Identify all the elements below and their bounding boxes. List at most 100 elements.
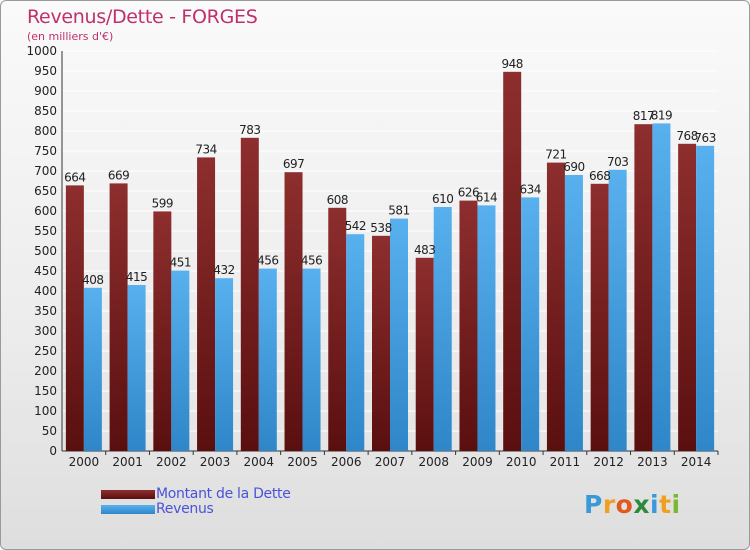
x-tick-label: 2009: [462, 455, 493, 469]
y-tick-label: 850: [34, 104, 57, 118]
x-tick-labels: 2000 2001 2002 2003 2004 2005 2006 2007 2008 2009…: [69, 451, 719, 469]
data-labels: 664 408 669 415 599 451 734 432 783 456 697 456 608 5…: [64, 57, 716, 287]
bar-revenus: [346, 234, 365, 451]
y-tick-label: 50: [42, 424, 57, 438]
logo-letter: i: [671, 490, 681, 519]
y-tick-labels: 0 50 100 150 200 250 300 350 400 450 500 550 600 650 7…: [26, 44, 57, 458]
data-label: 768: [676, 129, 697, 143]
data-label: 783: [239, 123, 260, 137]
bar-dette: [546, 162, 565, 451]
bar-revenus: [258, 268, 277, 451]
bar-dette: [284, 172, 303, 451]
data-label: 703: [607, 155, 628, 169]
bar-dette: [197, 157, 216, 451]
legend-label-dette: Montant de la Dette: [156, 486, 291, 502]
bar-revenus: [215, 278, 234, 451]
bar-dette: [634, 124, 653, 451]
bar-revenus: [652, 123, 671, 452]
legend-swatch-dette: [101, 490, 155, 499]
y-tick-label: 750: [34, 144, 57, 158]
x-tick-label: 2011: [550, 455, 581, 469]
data-label: 668: [589, 169, 610, 183]
bar-revenus: [564, 175, 583, 451]
logo-letter: x: [633, 490, 650, 519]
y-tick-label: 550: [34, 224, 57, 238]
chart-title: Revenus/Dette - FORGES: [27, 6, 258, 28]
data-label: 451: [170, 256, 191, 270]
x-tick-label: 2000: [69, 455, 100, 469]
data-label: 456: [257, 254, 278, 268]
data-label: 634: [519, 182, 540, 196]
bar-revenus: [477, 205, 496, 451]
logo-letter: i: [650, 490, 660, 519]
bar-dette: [240, 137, 259, 452]
x-tick-label: 2013: [637, 455, 668, 469]
data-label: 614: [476, 190, 497, 204]
bar-revenus: [302, 268, 321, 451]
bar-revenus: [171, 270, 190, 451]
bar-dette: [503, 71, 522, 452]
data-label: 581: [388, 204, 409, 218]
bar-dette: [459, 200, 478, 451]
data-label: 819: [651, 108, 672, 122]
data-label: 690: [563, 160, 584, 174]
data-label: 721: [545, 148, 566, 162]
data-label: 626: [458, 186, 479, 200]
x-tick-label: 2008: [418, 455, 449, 469]
x-tick-label: 2004: [244, 455, 275, 469]
y-tick-label: 0: [49, 444, 57, 458]
y-tick-label: 650: [34, 184, 57, 198]
y-tick-label: 500: [34, 244, 57, 258]
data-label: 542: [345, 219, 366, 233]
bar-revenus: [83, 287, 102, 451]
y-tick-label: 700: [34, 164, 57, 178]
data-label: 697: [283, 157, 304, 171]
y-tick-label: 600: [34, 204, 57, 218]
bar-dette: [65, 185, 84, 451]
data-label: 415: [126, 270, 147, 284]
y-tick-label: 300: [34, 324, 57, 338]
data-label: 432: [213, 263, 234, 277]
bar-revenus: [608, 169, 627, 452]
y-tick-label: 800: [34, 124, 57, 138]
bar-dette: [678, 143, 697, 452]
bar-dette: [415, 257, 434, 451]
x-tick-label: 2007: [375, 455, 406, 469]
x-tick-label: 2003: [200, 455, 231, 469]
y-tick-label: 200: [34, 364, 57, 378]
data-label: 483: [414, 243, 435, 257]
bar-dette: [328, 207, 347, 451]
data-label: 734: [195, 142, 216, 156]
bar-revenus: [696, 145, 715, 452]
x-tick-label: 2014: [681, 455, 712, 469]
y-tick-label: 450: [34, 264, 57, 278]
chart-subtitle: (en milliers d'€): [27, 30, 114, 43]
logo-letter: o: [615, 490, 634, 519]
y-tick-label: 150: [34, 384, 57, 398]
y-tick-label: 100: [34, 404, 57, 418]
bar-revenus: [433, 207, 452, 451]
y-tick-label: 950: [34, 64, 57, 78]
bars: [65, 71, 715, 452]
y-tick-label: 250: [34, 344, 57, 358]
bar-revenus: [127, 285, 146, 451]
bar-dette: [372, 235, 390, 451]
bar-dette: [109, 183, 128, 451]
data-label: 608: [327, 193, 348, 207]
logo-letter: P: [584, 490, 603, 519]
y-tick-label: 400: [34, 284, 57, 298]
x-tick-label: 2005: [287, 455, 318, 469]
data-label: 599: [152, 196, 173, 210]
x-tick-label: 2012: [593, 455, 624, 469]
y-tick-label: 1000: [26, 44, 57, 58]
x-tick-label: 2001: [112, 455, 143, 469]
data-label: 817: [633, 109, 654, 123]
data-label: 948: [501, 57, 522, 71]
bar-dette: [153, 211, 172, 451]
bar-revenus: [521, 197, 540, 451]
y-tick-label: 350: [34, 304, 57, 318]
bar-revenus: [390, 218, 408, 451]
data-label: 538: [370, 221, 391, 235]
